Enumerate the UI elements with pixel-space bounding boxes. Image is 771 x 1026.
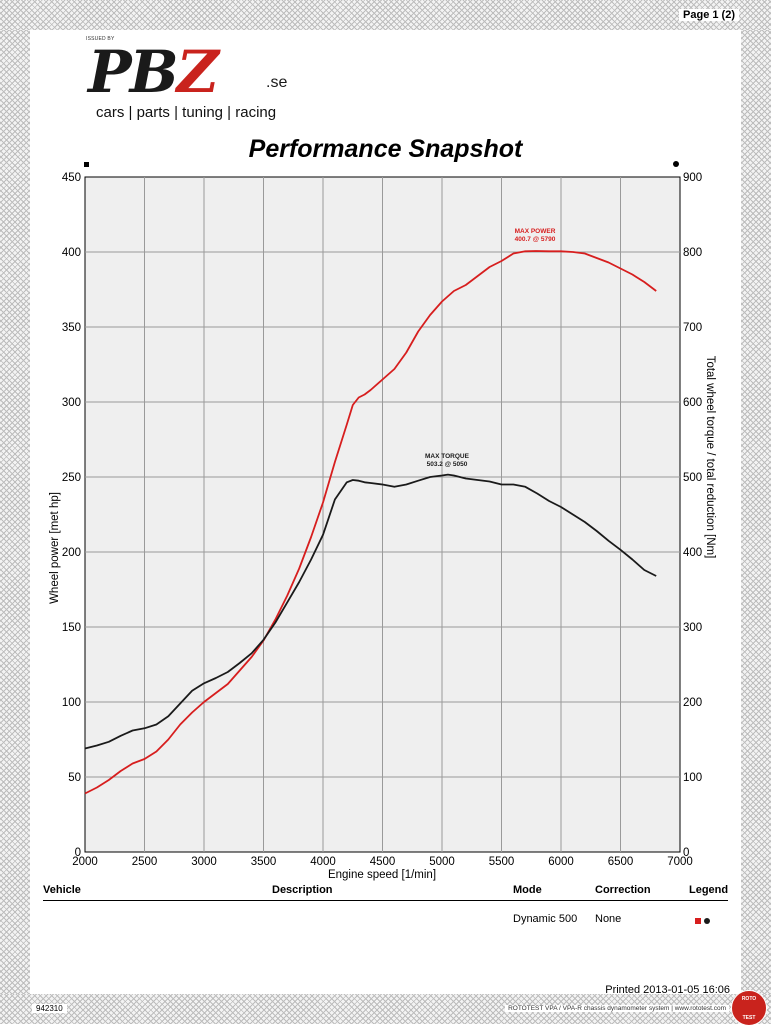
logo-wordmark: PBZ (88, 38, 219, 106)
header-correction: Correction (595, 884, 651, 896)
header-description: Description (272, 884, 333, 896)
torque-curve (84, 473, 657, 750)
chart-title: Performance Snapshot (248, 135, 523, 163)
logo-main-accent: Z (176, 38, 219, 106)
y-left-tick-label: 350 (62, 322, 81, 334)
cell-mode: Dynamic 500 (513, 913, 578, 925)
y-left-tick-label: 50 (68, 772, 81, 784)
y-right-tick-label: 800 (683, 247, 702, 259)
ticks: 2000 2500 3000 3500 4000 4500 5000 5500 6000 6500… (62, 172, 702, 868)
printed-timestamp: Printed 2013-01-05 16:06 (605, 984, 730, 996)
rototest-logo: ROTO TEST (731, 990, 767, 1026)
y-right-axis-title: Total wheel torque / total reduction [Nm… (704, 356, 716, 559)
x-tick-label: 4000 (310, 856, 336, 868)
x-tick-label: 5000 (429, 856, 455, 868)
logo-suffix: .se (266, 74, 288, 91)
legend-torque-swatch (704, 918, 710, 925)
cell-legend (695, 915, 713, 927)
x-tick-label: 3000 (191, 856, 217, 868)
y-left-tick-label: 200 (62, 547, 81, 559)
page-number: Page 1 (2) (679, 9, 739, 21)
y-right-tick-label: 900 (683, 172, 702, 184)
grid (85, 177, 680, 852)
results-table-header: Vehicle Description Mode Correction Lege… (43, 884, 728, 901)
x-axis-title: Engine speed [1/min] (328, 869, 436, 881)
x-tick-label: 2000 (72, 856, 98, 868)
legend-power-swatch (695, 918, 701, 925)
x-tick-label: 6000 (548, 856, 574, 868)
series-lines (84, 250, 657, 795)
header-mode: Mode (513, 884, 542, 896)
x-tick-label: 3500 (251, 856, 277, 868)
logo-tag: ISSUED BY (86, 36, 115, 42)
y-right-tick-label: 0 (683, 847, 689, 859)
hatch-border-right (741, 30, 771, 994)
corner-round-marker (673, 161, 679, 167)
y-left-tick-label: 250 (62, 472, 81, 484)
logo-main: PB (88, 38, 179, 106)
x-tick-label: 2500 (132, 856, 158, 868)
max-power-label: MAX POWER (515, 228, 556, 235)
x-tick-label: 5500 (489, 856, 515, 868)
y-right-tick-label: 600 (683, 397, 702, 409)
max-power-value: 400.7 @ 5790 (515, 236, 556, 243)
rototest-logo-bottom: TEST (742, 1015, 756, 1021)
y-right-tick-label: 400 (683, 547, 702, 559)
y-left-tick-label: 450 (62, 172, 81, 184)
power-curve (84, 250, 657, 795)
x-tick-label: 4500 (370, 856, 396, 868)
y-right-tick-label: 300 (683, 622, 702, 634)
system-credit: ROTOTEST VPA / VPA-R chassis dynamometer… (505, 1005, 729, 1012)
header-vehicle: Vehicle (43, 884, 81, 896)
y-left-tick-label: 400 (62, 247, 81, 259)
y-left-tick-label: 0 (75, 847, 81, 859)
header-legend: Legend (689, 884, 729, 896)
corner-square-marker (84, 162, 89, 167)
pbz-logo: ISSUED BY PBZ .se cars | parts | tuning … (86, 36, 316, 126)
x-tick-label: 6500 (608, 856, 634, 868)
y-left-tick-label: 300 (62, 397, 81, 409)
max-torque-value: 503.2 @ 5050 (427, 461, 468, 468)
results-table-row: Dynamic 500 None (43, 913, 728, 929)
cell-correction: None (595, 913, 622, 925)
y-left-axis-title: Wheel power [met hp] (49, 492, 61, 604)
logo-slogan: cars | parts | tuning | racing (96, 104, 277, 121)
y-left-tick-label: 100 (62, 697, 81, 709)
hatch-border-left (0, 30, 30, 994)
y-right-tick-label: 200 (683, 697, 702, 709)
y-right-tick-label: 700 (683, 322, 702, 334)
y-left-tick-label: 150 (62, 622, 81, 634)
x-tick-label: 7000 (667, 856, 693, 868)
y-right-tick-label: 500 (683, 472, 702, 484)
y-right-tick-label: 100 (683, 772, 702, 784)
max-torque-label: MAX TORQUE (425, 453, 470, 460)
report-id: 942310 (32, 1004, 67, 1013)
rototest-logo-top: ROTO (741, 996, 757, 1002)
hatch-border-top (0, 0, 771, 30)
